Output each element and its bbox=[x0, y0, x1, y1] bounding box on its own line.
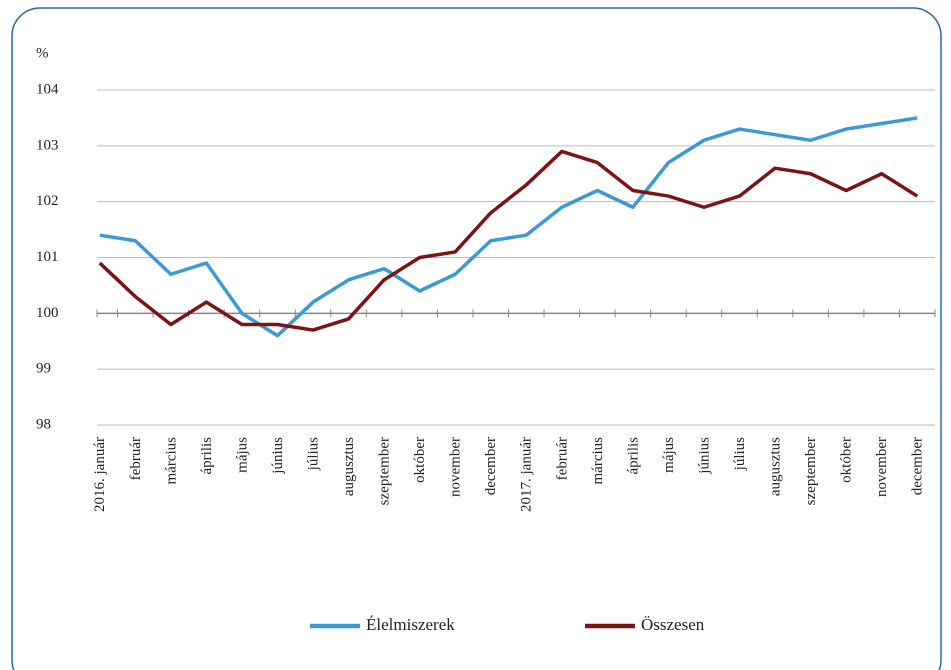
x-tick-label: augusztus bbox=[341, 437, 357, 496]
x-tick-label: november bbox=[874, 437, 890, 497]
y-tick-label: 100 bbox=[36, 305, 59, 321]
legend-label: Összesen bbox=[641, 615, 705, 634]
x-tick-label: augusztus bbox=[768, 437, 784, 496]
y-axis-label: % bbox=[36, 45, 49, 61]
legend-label: Élelmiszerek bbox=[366, 615, 455, 634]
x-tick-label: szeptember bbox=[803, 437, 819, 505]
y-tick-label: 104 bbox=[36, 81, 59, 97]
y-tick-label: 101 bbox=[36, 249, 59, 265]
x-tick-label: július bbox=[732, 437, 748, 472]
x-tick-label: május bbox=[234, 437, 250, 473]
x-tick-label: december bbox=[483, 437, 499, 495]
y-tick-label: 102 bbox=[36, 193, 59, 209]
x-tick-label: október bbox=[412, 437, 428, 483]
x-tick-label: november bbox=[448, 437, 464, 497]
x-tick-label: március bbox=[590, 437, 606, 485]
x-tick-label: június bbox=[696, 437, 712, 475]
x-tick-label: szeptember bbox=[377, 437, 393, 505]
x-tick-label: december bbox=[910, 437, 926, 495]
x-tick-label: 2016. január bbox=[92, 437, 108, 512]
x-tick-label: június bbox=[270, 437, 286, 475]
x-tick-label: május bbox=[661, 437, 677, 473]
y-tick-label: 98 bbox=[36, 416, 51, 432]
x-tick-label: 2017. január bbox=[519, 437, 535, 512]
x-tick-label: február bbox=[128, 437, 144, 480]
x-tick-label: július bbox=[305, 437, 321, 472]
x-tick-label: február bbox=[554, 437, 570, 480]
x-tick-label: április bbox=[199, 437, 215, 475]
series-line bbox=[99, 116, 918, 338]
y-tick-label: 103 bbox=[36, 137, 59, 153]
frame bbox=[11, 7, 942, 670]
x-tick-label: október bbox=[839, 437, 855, 483]
x-tick-label: március bbox=[163, 437, 179, 485]
y-tick-label: 99 bbox=[36, 361, 51, 377]
x-tick-label: április bbox=[625, 437, 641, 475]
series-line bbox=[98, 149, 919, 332]
